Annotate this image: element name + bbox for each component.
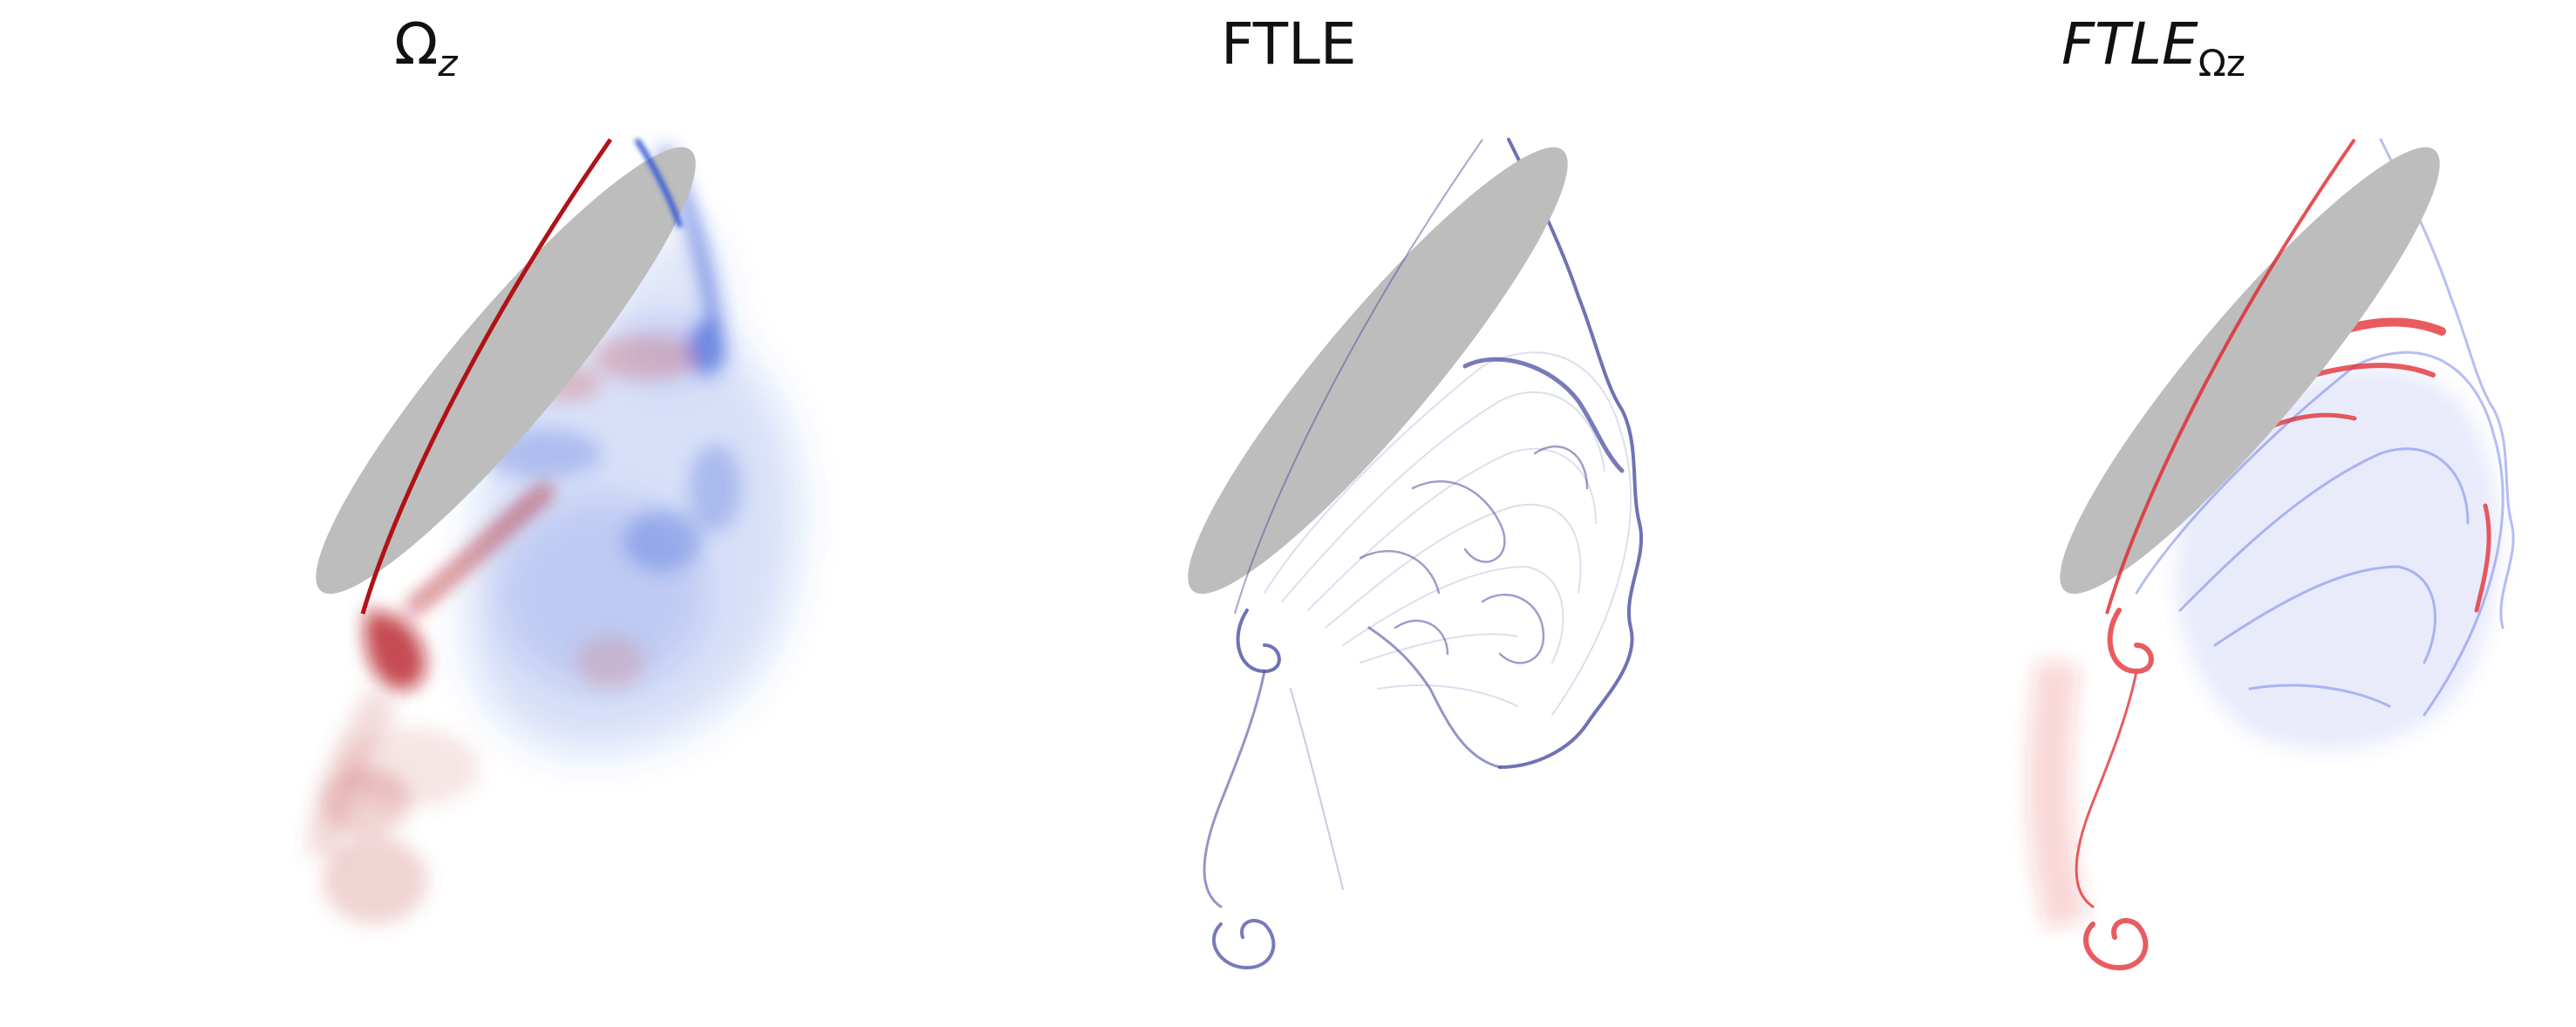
flow-field-figure [305, 138, 2515, 971]
airfoil-shape [2060, 138, 2440, 615]
title-subscript: Ωz [2198, 42, 2245, 85]
ftle-panel [1188, 138, 1644, 970]
leading-edge-vortex [305, 483, 554, 857]
title-main: FTLE [1221, 10, 1357, 78]
vorticity-panel [305, 138, 800, 924]
title-main: Ω [394, 10, 439, 78]
ftle-omega-panel [2027, 138, 2515, 971]
ftle-structures [1203, 138, 1644, 970]
panel-title-vorticity: Ωz [394, 10, 457, 89]
airfoil-shape [1188, 139, 1568, 615]
ftle-omega-background [2027, 368, 2500, 930]
airfoil-shape [316, 138, 696, 615]
panel-title-ftle-omega: FTLEΩz [2061, 10, 2245, 89]
title-subscript: z [438, 42, 458, 85]
title-main: FTLE [2061, 10, 2198, 78]
panel-title-ftle: FTLE [1221, 10, 1357, 89]
